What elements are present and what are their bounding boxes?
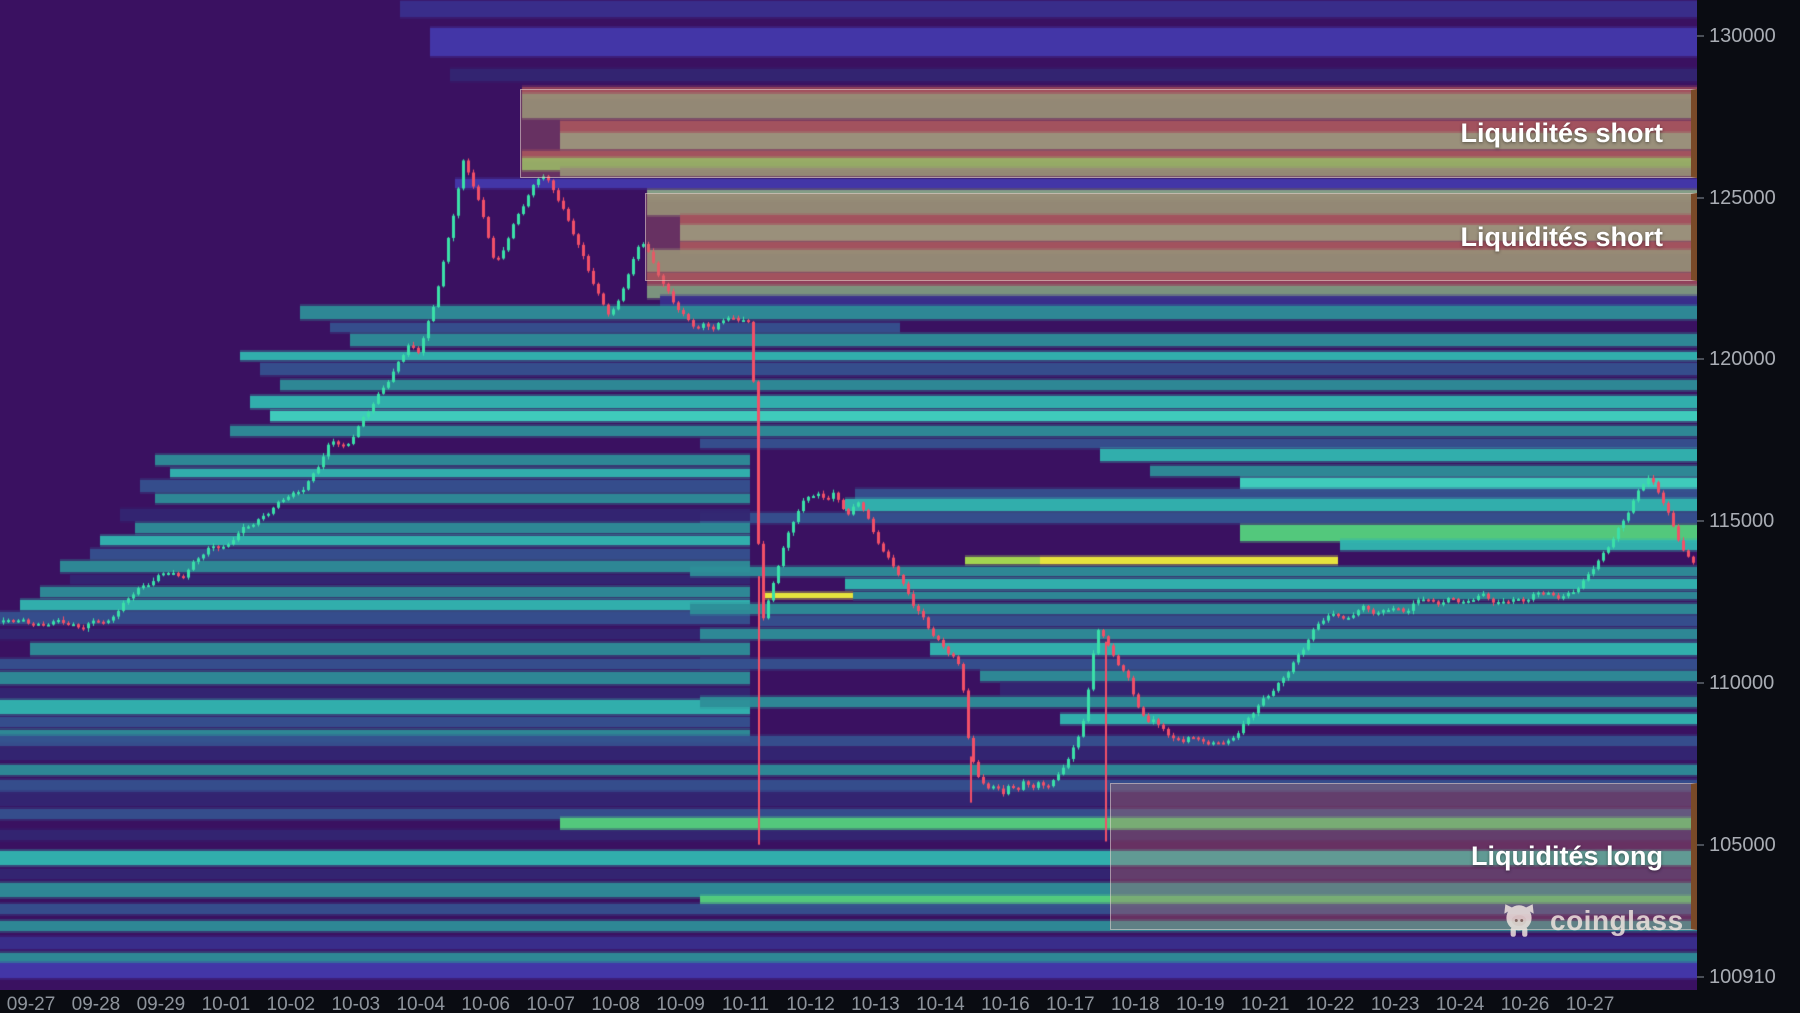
date-tick-label: 10-11 — [721, 994, 770, 1013]
price-tickmark — [1697, 681, 1704, 684]
long-liquidity-zone-box: Liquidités long — [1110, 783, 1697, 930]
date-tick-label: 10-14 — [916, 994, 965, 1013]
date-tick-label: 10-21 — [1240, 994, 1290, 1013]
date-tick-label: 10-27 — [1565, 994, 1615, 1013]
date-tick-label: 09-28 — [71, 994, 121, 1013]
liquidation-heatmap-canvas — [0, 0, 1697, 990]
short-liquidity-zone-label: Liquidités short — [1460, 118, 1664, 148]
date-tick-label: 10-12 — [786, 994, 835, 1013]
date-tick-label: 09-29 — [136, 994, 186, 1013]
time-axis[interactable]: 09-27 09-28 09-29 10-01 10-02 10-03 10-04 10-06… — [0, 990, 1800, 1013]
price-tickmark — [1697, 520, 1704, 523]
date-tick-label: 10-08 — [591, 994, 640, 1013]
date-tick-label: 10-24 — [1435, 994, 1485, 1013]
coinglass-brand-text: coinglass — [1550, 905, 1684, 936]
price-tick-label: 120000 — [1709, 348, 1776, 371]
date-tick-label: 10-22 — [1305, 994, 1355, 1013]
price-tickmark — [1697, 843, 1704, 846]
date-tick-label: 10-07 — [526, 994, 575, 1013]
date-tick-label: 10-23 — [1370, 994, 1420, 1013]
price-tick-label: 115000 — [1709, 510, 1775, 533]
date-tick-label: 10-04 — [396, 994, 446, 1013]
short-liquidity-zone-label: Liquidités short — [1460, 221, 1664, 252]
date-tick-label: 10-01 — [201, 994, 251, 1013]
date-tick-label: 10-17 — [1046, 994, 1095, 1013]
coinglass-watermark: coinglass — [1498, 900, 1684, 942]
date-tick-label: 10-03 — [331, 994, 381, 1013]
date-tick-label: 10-16 — [981, 994, 1030, 1013]
price-tick-label: 100910 — [1709, 966, 1776, 988]
price-tick-label: 105000 — [1709, 833, 1776, 856]
price-tickmark — [1697, 35, 1704, 37]
price-tick-label: 125000 — [1709, 186, 1776, 209]
price-tick-label: 110000 — [1709, 671, 1775, 694]
date-tick-label: 10-02 — [266, 994, 316, 1013]
long-liquidity-zone-label: Liquidités long — [1471, 841, 1663, 871]
date-tick-label: 10-09 — [656, 994, 705, 1013]
date-tick-label: 10-13 — [851, 994, 900, 1013]
price-tickmark — [1697, 976, 1704, 978]
price-tick-label: 130000 — [1709, 25, 1776, 47]
date-tick-label: 09-27 — [6, 994, 56, 1013]
coinglass-pig-icon — [1504, 904, 1534, 937]
date-tick-label: 10-19 — [1175, 994, 1225, 1013]
short-liquidity-zone-box-upper: Liquidités short — [520, 89, 1697, 178]
price-tickmark — [1697, 358, 1704, 361]
date-tick-label: 10-26 — [1500, 994, 1550, 1013]
price-tickmark — [1697, 196, 1704, 199]
date-tick-label: 10-06 — [461, 994, 511, 1013]
short-liquidity-zone-box-lower: Liquidités short — [645, 193, 1697, 281]
date-tick-label: 10-18 — [1110, 994, 1160, 1013]
price-axis[interactable]: 130000 125000 120000 115000 110000 105000 1009… — [1697, 0, 1800, 990]
